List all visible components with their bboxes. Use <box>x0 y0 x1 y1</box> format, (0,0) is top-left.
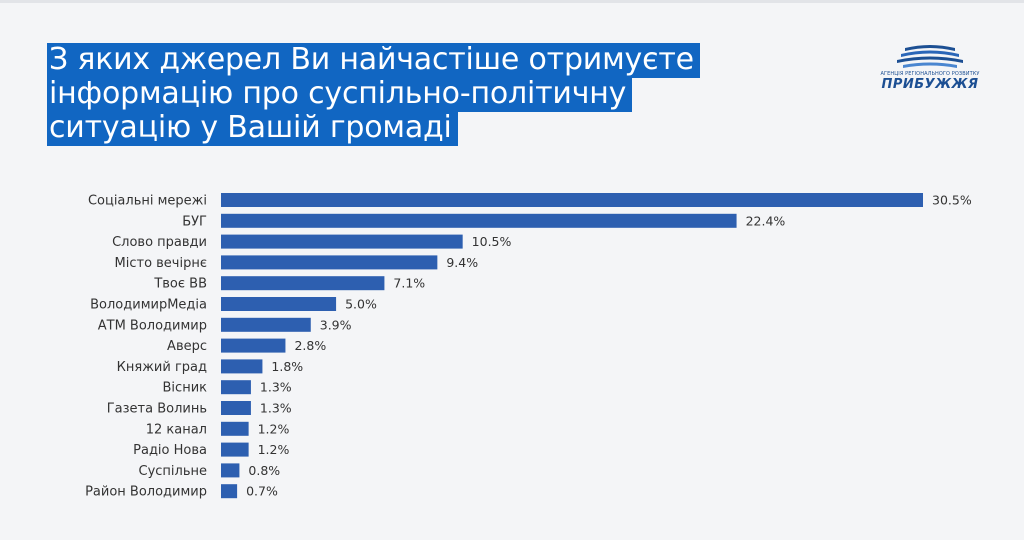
title-line-3: ситуацію у Вашій громаді <box>47 111 458 146</box>
bar-chart: Соціальні мережі 30.5% БУГ 22.4% Слово правд… <box>85 193 972 500</box>
bar <box>221 401 251 415</box>
logo-name: ПРИБУЖЖЯ <box>881 77 979 92</box>
page-title: З яких джерел Ви найчастіше отримуєте ін… <box>47 43 700 146</box>
bar <box>221 297 337 311</box>
bar <box>221 484 238 499</box>
category-label: Район Володимир <box>85 485 207 500</box>
bar <box>221 234 463 249</box>
bar <box>221 213 737 228</box>
value-label: 22.4% <box>746 213 786 228</box>
value-label: 7.1% <box>393 276 425 291</box>
title-line-1: З яких джерел Ви найчастіше отримуєте <box>47 43 700 78</box>
category-label: Суспільне <box>139 464 208 479</box>
waves-logo-icon <box>897 45 963 68</box>
top-rule <box>0 0 1024 3</box>
title-line-2: інформацію про суспільно-політичну <box>47 77 633 112</box>
category-label: Слово правди <box>112 235 207 250</box>
bar <box>221 463 240 478</box>
value-label: 1.3% <box>260 380 292 395</box>
bar <box>221 338 286 353</box>
value-label: 10.5% <box>472 234 512 249</box>
category-label: Соціальні мережі <box>88 194 207 209</box>
value-label: 1.2% <box>258 442 290 457</box>
category-label: Княжий град <box>117 360 207 375</box>
category-label: Місто вечірнє <box>115 256 207 271</box>
value-label: 30.5% <box>932 193 972 208</box>
category-label: Вісник <box>163 381 208 396</box>
category-label: 12 канал <box>146 422 207 437</box>
bar <box>221 442 249 457</box>
value-label: 2.8% <box>294 338 326 353</box>
category-label: БУГ <box>182 214 207 229</box>
category-label: Радіо Нова <box>133 443 207 458</box>
bar <box>221 193 923 207</box>
bar <box>221 421 249 436</box>
value-label: 1.8% <box>271 359 303 374</box>
category-label: ВолодимирМедіа <box>90 298 207 313</box>
logo-subtitle: АГЕНЦІЯ РЕГІОНАЛЬНОГО РОЗВИТКУ <box>880 71 980 77</box>
value-label: 9.4% <box>446 255 478 270</box>
category-label: Газета Волинь <box>107 402 207 417</box>
value-label: 0.8% <box>248 463 280 478</box>
category-label: АТМ Володимир <box>98 318 207 333</box>
value-label: 1.3% <box>260 401 292 416</box>
category-label: Твоє ВВ <box>153 277 207 292</box>
bar <box>221 317 311 332</box>
bar <box>221 359 263 374</box>
bar <box>221 276 385 291</box>
value-label: 1.2% <box>258 421 290 436</box>
bar <box>221 255 438 270</box>
category-label: Аверс <box>167 339 207 354</box>
value-label: 3.9% <box>320 317 352 332</box>
value-label: 0.7% <box>246 484 278 499</box>
bar <box>221 380 251 395</box>
value-label: 5.0% <box>345 297 377 312</box>
